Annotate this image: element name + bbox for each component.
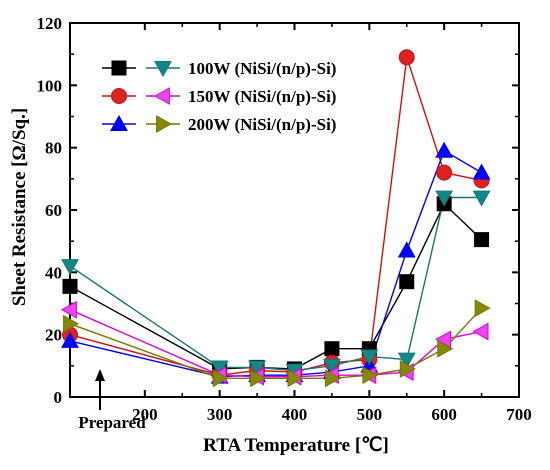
data-point-series-5 [472,322,489,341]
data-point-series-6 [250,369,267,388]
y-tick-label: 100 [37,76,63,95]
data-point-series-3 [472,163,491,180]
data-point-series-2 [436,164,453,181]
prepared-label: Prepared [78,413,146,432]
y-tick-label: 0 [54,388,63,407]
x-tick-label: 300 [207,405,233,424]
data-point-series-6 [63,314,80,333]
data-point-series-4 [61,259,79,276]
y-tick-label: 120 [37,14,63,33]
series-line-4 [69,196,482,372]
data-point-series-5 [60,300,77,319]
y-tick-label: 40 [45,263,62,282]
legend-marker [111,88,127,104]
annotations: Prepared [78,369,146,432]
legend-marker [154,61,172,78]
x-tick-label: 600 [431,405,457,424]
data-point-series-2 [398,49,415,66]
data-point-series-6 [287,369,304,388]
prepared-arrow-head [95,369,105,381]
legend: 100W (NiSi/(n/p)-Si) 150W (NiSi/(n/p)-Si)… [102,59,336,134]
y-tick-label: 60 [45,201,62,220]
y-tick-label: 20 [45,326,62,345]
data-point-series-4 [323,358,341,375]
data-point-series-4 [472,190,491,207]
legend-marker [153,87,170,105]
legend-label: 150W (NiSi/(n/p)-Si) [188,87,336,106]
legend-marker [110,114,128,131]
x-tick-label: 500 [357,405,383,424]
y-tick-label: 80 [45,139,62,158]
data-point-series-4 [435,190,454,207]
x-axis-title: RTA Temperature [℃] [203,435,389,456]
legend-marker [156,115,173,133]
y-axis-title: Sheet Resistance [Ω/Sq.] [9,108,30,306]
x-tick-label: 700 [506,405,532,424]
legend-label: 100W (NiSi/(n/p)-Si) [188,59,336,78]
data-point-series-4 [248,360,266,377]
data-point-series-1 [62,278,78,294]
series-line-1 [69,202,483,370]
x-tick-label: 200 [132,405,158,424]
data-point-series-1 [474,232,490,248]
data-point-series-4 [397,352,416,369]
legend-label: 200W (NiSi/(n/p)-Si) [188,115,336,134]
series-line-3 [69,149,482,378]
data-point-series-3 [397,241,416,258]
x-tick-label: 400 [282,405,308,424]
data-point-series-6 [474,299,491,318]
data-point-series-1 [324,341,340,357]
data-point-series-4 [360,349,379,366]
data-point-series-1 [399,274,415,290]
series-markers [60,49,491,388]
data-point-series-6 [399,360,416,378]
data-point-series-3 [61,331,79,348]
axis-ticks: 0 20 40 60 80 100 120 200 300 400 500 600 700 [37,14,532,424]
legend-marker [111,60,127,76]
data-point-series-6 [324,369,341,388]
data-point-series-3 [435,141,454,158]
data-point-series-6 [362,366,379,385]
data-point-series-6 [212,369,229,388]
data-point-series-6 [437,339,454,358]
